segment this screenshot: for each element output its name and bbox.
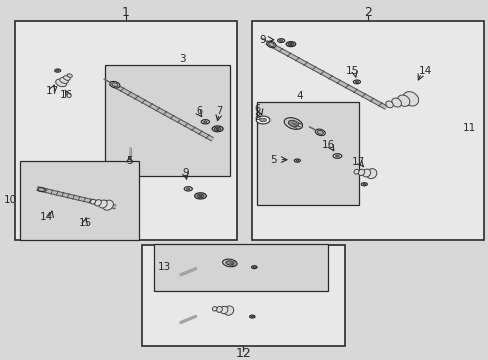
Text: 6: 6 [196,106,202,116]
Text: 17: 17 [351,157,365,167]
Text: 10: 10 [4,195,17,205]
Ellipse shape [67,74,72,77]
Ellipse shape [251,316,253,317]
Text: 6: 6 [254,104,260,114]
Ellipse shape [362,169,370,177]
Ellipse shape [402,92,418,106]
Ellipse shape [277,39,284,42]
Text: 8: 8 [254,112,260,122]
Ellipse shape [289,44,292,45]
Ellipse shape [287,42,293,46]
Ellipse shape [284,118,302,129]
Text: 11: 11 [462,123,475,133]
Ellipse shape [197,194,203,198]
Ellipse shape [216,306,222,312]
Ellipse shape [110,81,120,88]
Ellipse shape [259,118,266,122]
Text: 16: 16 [60,90,73,100]
Ellipse shape [279,40,282,41]
Ellipse shape [95,200,101,206]
Text: 5: 5 [126,156,133,166]
Ellipse shape [220,306,227,314]
Bar [256,102,359,205]
Ellipse shape [315,129,325,136]
Text: 12: 12 [235,347,251,360]
Ellipse shape [295,160,298,161]
Ellipse shape [251,266,257,269]
Text: 4: 4 [296,91,303,101]
Text: 7: 7 [216,106,222,116]
Ellipse shape [63,76,70,80]
Ellipse shape [222,259,237,267]
Text: 14: 14 [40,212,53,222]
Ellipse shape [212,126,223,132]
Ellipse shape [317,130,323,134]
Ellipse shape [199,195,202,197]
Ellipse shape [285,42,295,47]
Ellipse shape [90,199,95,204]
Ellipse shape [355,81,358,83]
Text: 9: 9 [182,168,189,178]
Text: 2: 2 [363,6,371,19]
Ellipse shape [256,116,269,124]
Ellipse shape [38,188,45,192]
Ellipse shape [288,120,298,127]
Bar [15,21,237,240]
Ellipse shape [266,41,275,48]
Text: 15: 15 [79,218,92,228]
Text: 17: 17 [46,86,60,96]
Ellipse shape [203,121,207,123]
Ellipse shape [112,83,118,87]
Bar [142,245,344,346]
Bar [20,161,139,240]
Ellipse shape [102,200,113,210]
Text: 5: 5 [270,154,277,165]
Ellipse shape [332,154,341,158]
Text: 3: 3 [179,54,185,64]
Ellipse shape [294,159,300,162]
Ellipse shape [391,98,401,107]
Text: 16: 16 [321,140,335,150]
Ellipse shape [56,79,66,87]
Ellipse shape [358,169,364,176]
Ellipse shape [194,193,206,199]
Ellipse shape [216,128,219,130]
Ellipse shape [249,315,255,318]
Ellipse shape [56,70,59,71]
Ellipse shape [225,261,233,265]
Text: 13: 13 [158,262,171,273]
Ellipse shape [201,120,209,124]
Ellipse shape [353,169,358,174]
Ellipse shape [385,101,392,108]
Ellipse shape [353,80,360,84]
Ellipse shape [184,187,192,191]
Text: 15: 15 [345,66,358,76]
Ellipse shape [55,69,61,72]
Ellipse shape [362,184,365,185]
Ellipse shape [397,95,409,106]
Text: 9: 9 [259,35,266,45]
Bar [154,243,327,291]
Ellipse shape [253,266,255,268]
Ellipse shape [214,127,221,131]
Ellipse shape [366,168,376,179]
Ellipse shape [335,155,339,157]
Ellipse shape [99,200,107,208]
Text: 1: 1 [122,6,130,19]
Bar [105,65,229,176]
Ellipse shape [224,306,233,315]
Ellipse shape [361,183,366,186]
Bar [251,21,483,240]
Text: 14: 14 [418,66,431,76]
Ellipse shape [186,188,190,190]
Ellipse shape [268,42,274,46]
Ellipse shape [60,77,68,84]
Ellipse shape [212,307,217,311]
